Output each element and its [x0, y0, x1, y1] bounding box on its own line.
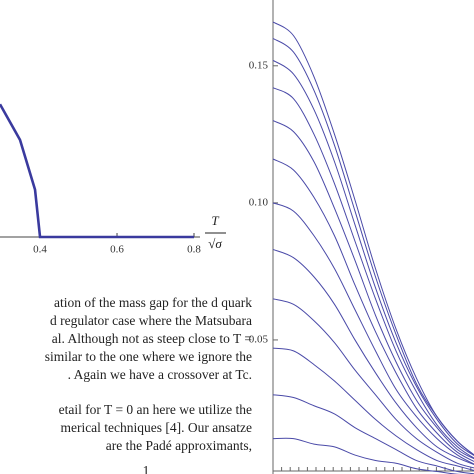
x-tick-label: 0.4	[33, 244, 47, 256]
paragraph-line: . Again we have a crossover at Tc.	[68, 367, 252, 382]
curve	[272, 437, 474, 474]
paragraph-line: etail for T = 0 an here we utilize the	[59, 402, 252, 417]
paragraph-line: d regulator case where the Matsubara	[50, 313, 252, 328]
curve	[272, 120, 474, 460]
x-axis-label: T	[211, 213, 219, 228]
curve	[272, 87, 474, 459]
curve	[272, 59, 474, 456]
y-tick-label: 0.10	[249, 196, 269, 208]
paragraph-line: al. Although not as steep close to T =	[52, 331, 252, 346]
y-tick-label: 0.05	[249, 333, 269, 345]
curve	[272, 347, 474, 471]
curve	[272, 298, 474, 469]
paragraph-line: merical techniques [4]. Our ansatze	[60, 420, 252, 435]
x-tick-label: 0.6	[110, 244, 124, 256]
curve	[272, 394, 474, 474]
x-axis-label: √σ	[208, 236, 222, 251]
curve	[272, 37, 474, 456]
curve	[272, 248, 474, 466]
formula-fragment: 1	[143, 463, 150, 474]
paragraph-line: ation of the mass gap for the d quark	[54, 295, 252, 310]
y-tick-label: 0.15	[249, 59, 269, 71]
curve	[272, 158, 474, 462]
paragraph-line: similar to the one where we ignore the	[45, 349, 252, 364]
paragraph-line: are the Padé approximants,	[106, 438, 252, 453]
x-tick-label: 0.8	[187, 244, 201, 256]
curve	[272, 202, 474, 465]
curve	[0, 103, 195, 239]
